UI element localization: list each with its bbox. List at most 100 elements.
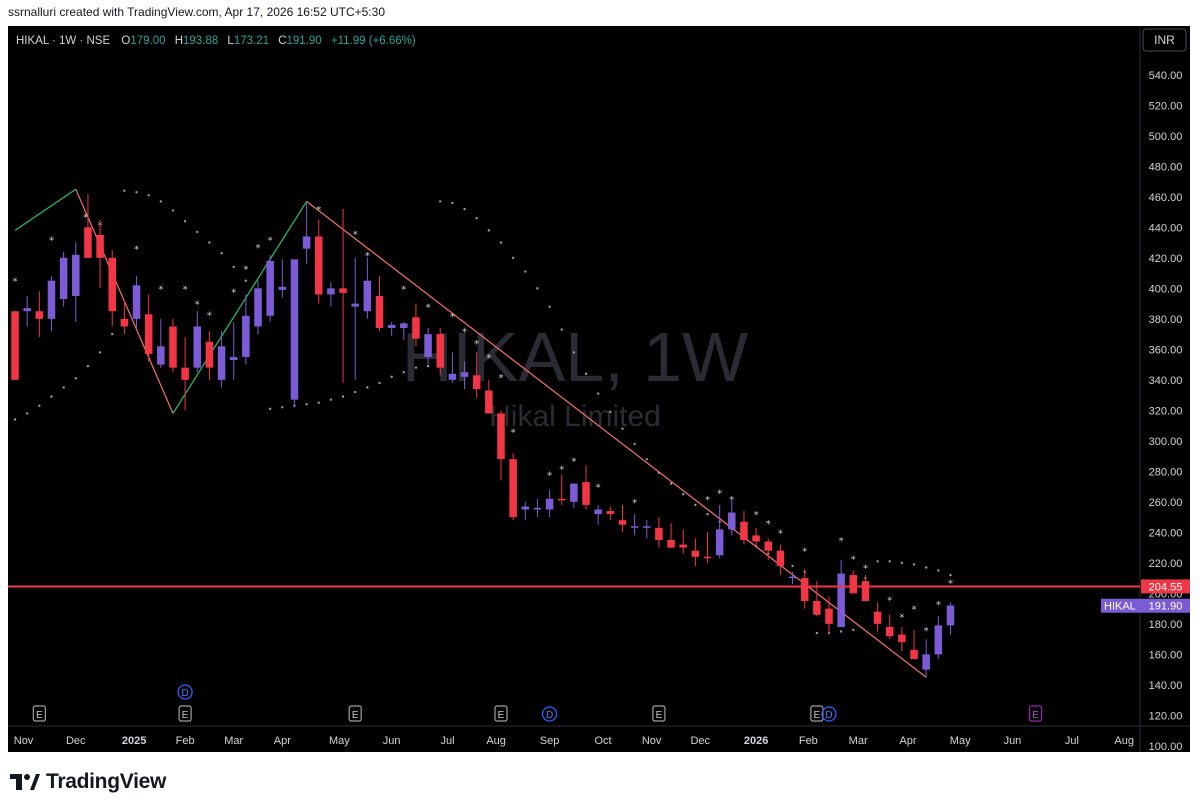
level-badge-value: 204.55	[1149, 581, 1183, 593]
parabolic-dot	[548, 305, 551, 308]
candle-body	[72, 254, 80, 296]
trend-line	[172, 201, 308, 414]
level-badge: 204.55	[1141, 579, 1190, 594]
parabolic-dot	[25, 412, 29, 415]
star-mark: *	[887, 595, 892, 606]
time-tick-label: May	[950, 735, 971, 747]
candle-body	[557, 498, 566, 501]
earnings-marker-icon	[1028, 705, 1043, 722]
candle-body	[59, 257, 68, 300]
legend-c-label: C	[278, 35, 286, 47]
legend-change: +11.99 (+6.66%)	[331, 35, 416, 47]
parabolic-dot	[596, 392, 600, 395]
currency-box[interactable]	[1142, 28, 1187, 52]
candle-body	[497, 413, 505, 460]
candle-body	[339, 288, 347, 293]
candle-body	[837, 573, 845, 627]
parabolic-dot	[949, 573, 952, 577]
parabolic-dot	[839, 630, 843, 633]
parabolic-dot	[244, 279, 248, 282]
time-axis: Nov Dec 2025 Feb Mar Apr May Jun Jul Aug Sep Oct Nov…	[14, 735, 1134, 747]
dividend-marker-icon	[177, 684, 193, 700]
star-mark: *	[547, 470, 552, 481]
parabolic-dot	[426, 364, 430, 368]
parabolic-dot	[937, 569, 940, 572]
candle-body	[885, 626, 894, 637]
candle-body	[375, 295, 384, 328]
dividend-marker-icon	[541, 706, 558, 722]
candle-body	[120, 318, 129, 327]
price-tick-label: 120.00	[1149, 710, 1183, 722]
star-mark: *	[754, 510, 759, 521]
parabolic-dot	[694, 503, 697, 507]
time-tick-label: Aug	[1114, 735, 1134, 747]
legend-l-value: 173.21	[234, 35, 269, 47]
candle-body	[400, 323, 408, 328]
time-tick-label: 2026	[744, 735, 768, 747]
earnings-marker-icon	[652, 705, 666, 722]
star-mark: *	[207, 310, 212, 321]
candle-body	[181, 367, 189, 380]
chart-frame: HIKAL, 1W Hikal Limited * * * * * * * * * * * * * * * *…	[0, 26, 1200, 754]
candle-body	[934, 625, 943, 655]
parabolic-dot	[196, 230, 199, 234]
price-tick-label: 420.00	[1149, 253, 1183, 265]
price-tick-label: 460.00	[1149, 192, 1183, 204]
candle-body	[740, 521, 748, 540]
star-mark: *	[401, 284, 406, 295]
price-tick-label: 320.00	[1149, 405, 1183, 417]
earnings-marker-icon	[178, 705, 192, 722]
candle-body	[606, 511, 615, 515]
candle-body	[363, 280, 372, 312]
parabolic-dot	[609, 410, 612, 414]
star-mark: *	[83, 213, 88, 224]
watermark-symbol: HIKAL, 1W	[402, 318, 748, 396]
candle-body	[533, 507, 542, 510]
candle-body	[946, 605, 955, 626]
chart-panel[interactable]	[8, 26, 1190, 752]
time-tick-label: Apr	[274, 735, 291, 747]
star-mark: *	[717, 489, 722, 500]
star-mark: *	[912, 605, 917, 616]
time-tick-label: Jul	[1065, 735, 1079, 747]
dividend-marker-label: D	[825, 710, 832, 721]
earnings-marker-icon	[494, 705, 508, 722]
parabolic-dot	[645, 457, 648, 461]
parabolic-dot	[657, 471, 661, 475]
parabolic-dots	[13, 189, 952, 635]
candle-body	[667, 539, 675, 548]
legend-o-value: 179.00	[130, 35, 165, 47]
parabolic-dot	[135, 191, 138, 194]
time-tick-label: Dec	[690, 735, 710, 747]
candle-body	[922, 654, 930, 670]
star-mark: *	[13, 277, 18, 288]
parabolic-dot	[220, 252, 223, 255]
price-tick-label: 360.00	[1149, 344, 1183, 356]
parabolic-dot	[463, 207, 466, 211]
candle-body	[521, 506, 530, 510]
event-markers: E E E E E E EDD D	[32, 684, 1043, 722]
candle-body	[764, 541, 773, 551]
candle-body	[217, 346, 226, 380]
candle-body	[47, 280, 56, 319]
time-tick-label: Feb	[176, 735, 195, 747]
candle-body	[229, 356, 238, 361]
price-tick-label: 220.00	[1149, 558, 1183, 570]
star-mark: *	[243, 265, 248, 276]
price-tick-label: 340.00	[1149, 375, 1183, 387]
earnings-marker-label: E	[656, 710, 663, 721]
parabolic-dot	[353, 390, 357, 394]
star-mark: *	[863, 563, 868, 574]
candle-body	[691, 550, 700, 557]
candle-body	[679, 544, 687, 548]
parabolic-dot	[852, 628, 855, 632]
parabolic-dot	[669, 482, 673, 485]
parabolic-dot	[414, 366, 418, 369]
time-tick-label: Nov	[14, 735, 34, 747]
candle-body	[157, 346, 165, 365]
price-tick-label: 280.00	[1149, 466, 1183, 478]
parabolic-dot	[50, 395, 53, 398]
parabolic-dot	[341, 395, 345, 398]
parabolic-dot	[159, 200, 163, 203]
star-mark: *	[839, 536, 844, 547]
